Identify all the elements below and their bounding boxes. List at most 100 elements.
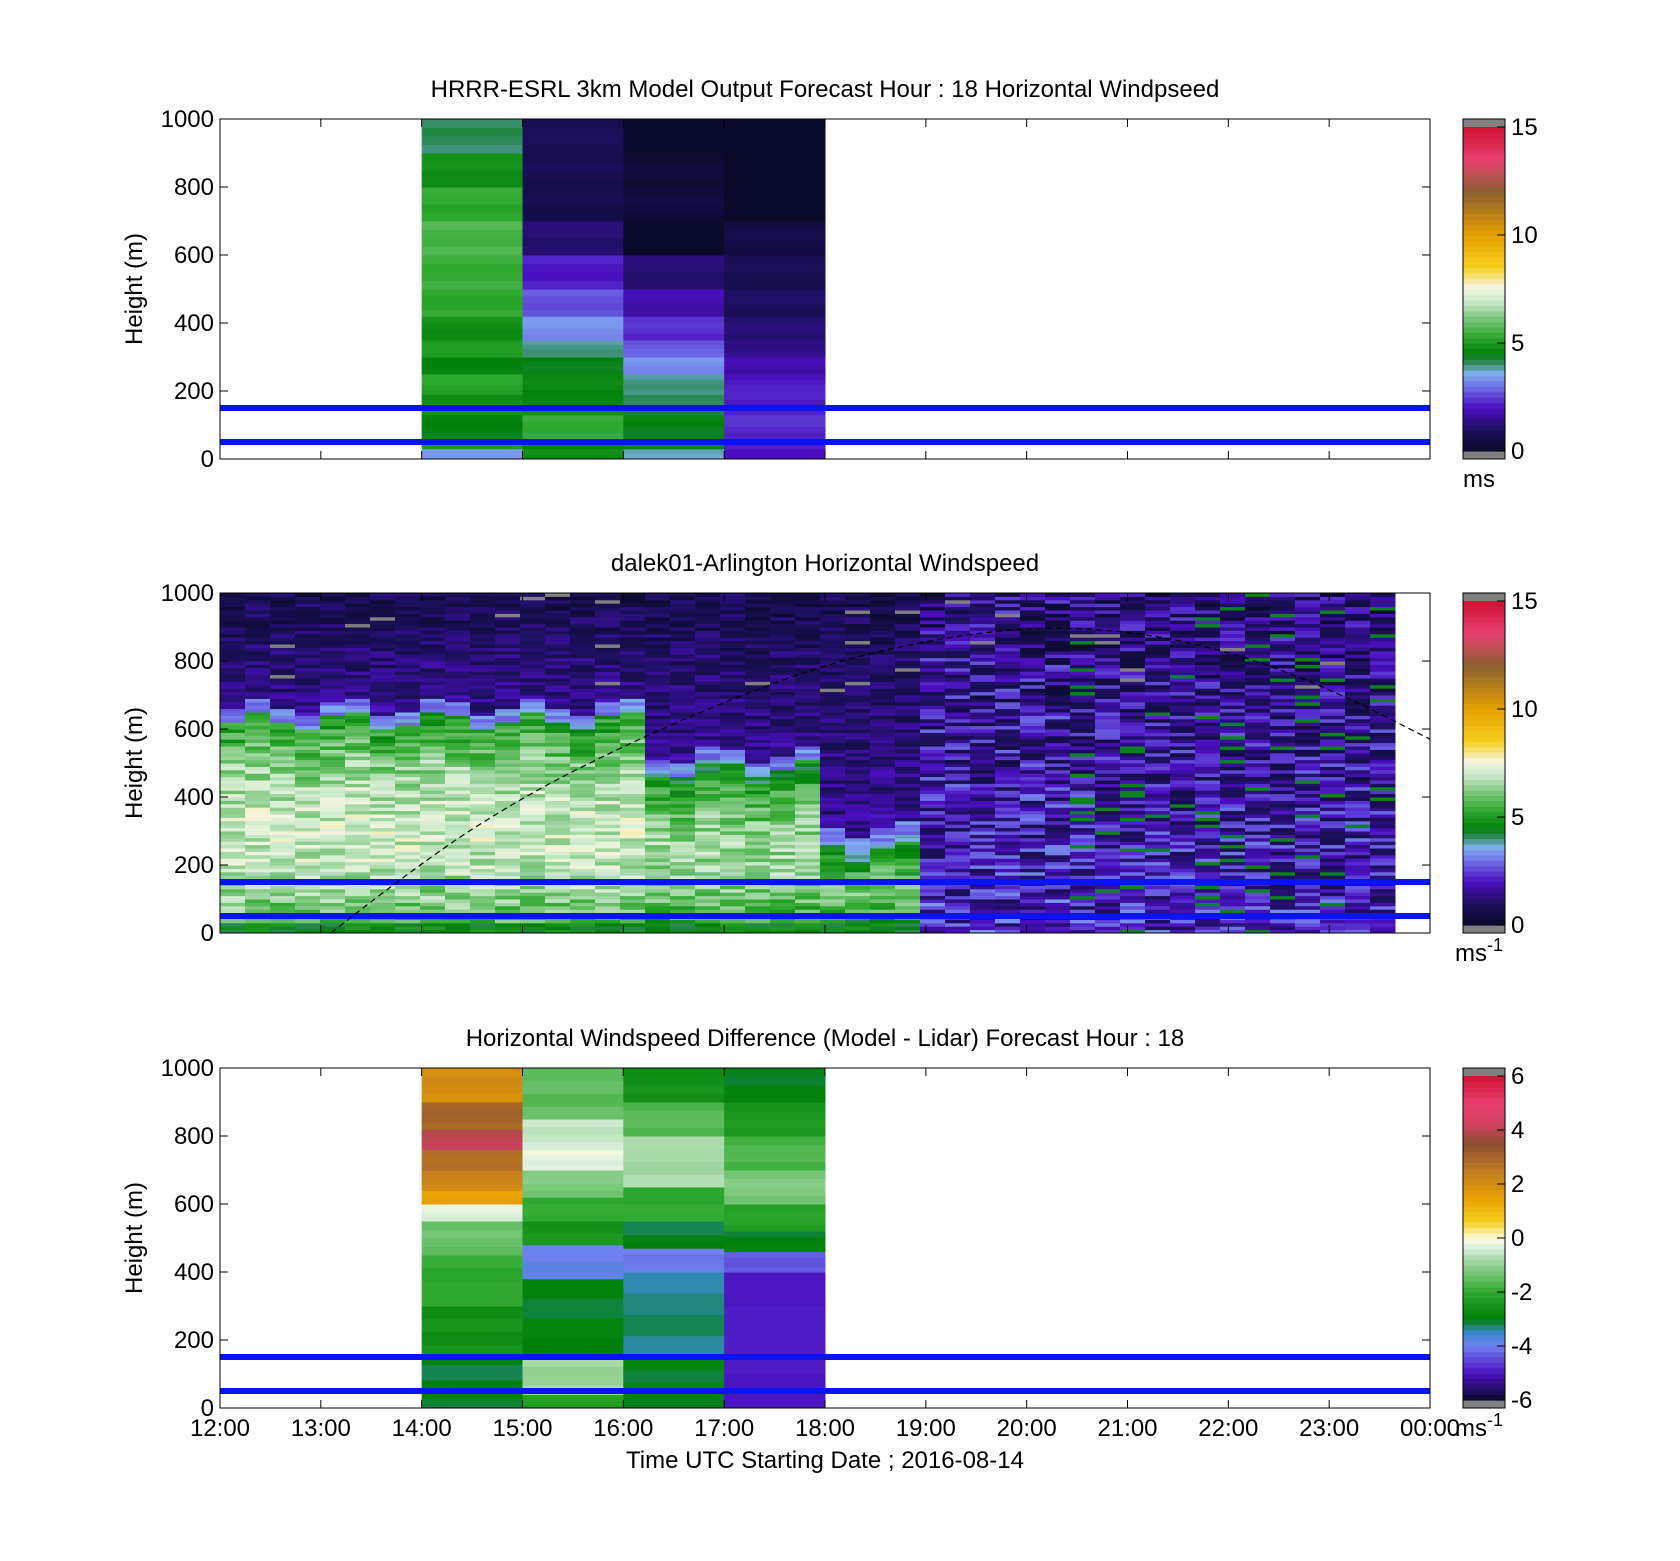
heat-cell: [745, 603, 771, 608]
heat-cell: [1320, 688, 1346, 693]
heat-cell: [520, 661, 546, 665]
heat-cell: [1020, 627, 1046, 631]
heat-cell: [320, 593, 346, 597]
heat-cell: [470, 749, 496, 754]
heat-cell: [1320, 922, 1346, 927]
heat-cell: [1020, 824, 1046, 829]
heat-cell: [220, 807, 246, 812]
heat-cell: [1220, 837, 1246, 842]
heat-cell: [595, 831, 621, 835]
heat-cell: [1345, 729, 1371, 733]
heat-cell: [845, 902, 871, 907]
heat-cell: [995, 725, 1021, 730]
heat-cell: [345, 752, 371, 757]
heat-cell: [370, 596, 396, 601]
heat-cell: [920, 909, 946, 914]
heat-cell: [745, 929, 771, 933]
heat-cell: [1270, 674, 1296, 679]
heat-cell: [245, 756, 271, 761]
heat-cell: [670, 854, 696, 859]
heat-cell: [1120, 725, 1146, 730]
heat-cell: [1320, 776, 1346, 781]
heat-cell: [1095, 800, 1121, 805]
heat-cell: [421, 136, 523, 145]
heat-cell: [245, 834, 271, 839]
heat-cell: [845, 695, 871, 699]
colorbar-cap: [1463, 119, 1505, 127]
heat-cell: [1120, 661, 1146, 665]
heat-cell: [520, 644, 546, 648]
heat-cell: [720, 603, 746, 608]
heat-cell: [995, 865, 1021, 869]
heat-cell: [370, 691, 396, 696]
heat-cell: [970, 861, 996, 866]
heat-cell: [695, 759, 721, 764]
heat-cell: [645, 742, 671, 747]
heat-cell: [1070, 746, 1096, 750]
heat-cell: [1145, 627, 1171, 631]
heat-cell: [1195, 729, 1221, 733]
heat-cell: [995, 742, 1021, 747]
heat-cell: [1145, 596, 1171, 601]
heat-cell: [745, 865, 771, 869]
heat-cell: [795, 851, 821, 856]
heat-cell: [495, 909, 521, 914]
heat-cell: [270, 623, 296, 628]
heat-cell: [820, 698, 846, 703]
heat-cell: [220, 627, 246, 631]
heat-cell: [695, 749, 721, 754]
heat-cell: [1195, 671, 1221, 676]
heat-cell: [445, 783, 471, 788]
heat-cell: [445, 780, 471, 784]
heat-cell: [545, 691, 571, 696]
heat-cell: [520, 606, 546, 611]
heat-cell: [1270, 769, 1296, 774]
heat-cell: [1245, 610, 1271, 614]
heat-cell: [895, 831, 921, 835]
heat-cell: [395, 899, 421, 903]
heat-cell: [295, 613, 321, 618]
heat-cell: [1045, 827, 1071, 832]
colorbar-swatch: [1463, 251, 1505, 258]
heat-cell: [670, 875, 696, 880]
heat-cell: [1220, 708, 1246, 713]
heat-cell: [1195, 664, 1221, 669]
heat-cell: [745, 783, 771, 788]
heat-cell: [495, 780, 521, 784]
heat-cell: [920, 780, 946, 784]
heat-cell: [1370, 854, 1396, 859]
heat-cell: [1320, 888, 1346, 893]
heat-cell: [1270, 606, 1296, 611]
heat-cell: [620, 657, 646, 662]
heat-cell: [370, 844, 396, 849]
heat-cell: [995, 793, 1021, 798]
heat-cell: [620, 827, 646, 832]
heat-cell: [1070, 759, 1096, 764]
heat-cell: [245, 620, 271, 625]
heat-cell: [570, 695, 596, 699]
heat-cell: [370, 824, 396, 829]
heat-cell: [1270, 732, 1296, 737]
heat-cell: [720, 865, 746, 869]
heat-cell: [795, 800, 821, 805]
heat-cell: [724, 289, 826, 297]
heat-cell: [595, 848, 621, 852]
heat-cell: [495, 691, 521, 696]
heat-cell: [745, 688, 771, 693]
heat-cell: [1195, 633, 1221, 638]
heat-cell: [270, 899, 296, 903]
heat-cell: [720, 885, 746, 890]
heat-cell: [1345, 749, 1371, 754]
heat-cell: [1045, 817, 1071, 822]
heat-cell: [995, 715, 1021, 720]
heat-cell: [895, 722, 921, 727]
heat-cell: [724, 369, 826, 375]
heat-cell: [395, 701, 421, 706]
heat-cell: [495, 712, 521, 716]
heat-cell: [1270, 671, 1296, 676]
heat-cell: [395, 616, 421, 621]
heat-cell: [820, 800, 846, 805]
heat-cell: [545, 769, 571, 774]
heat-cell: [670, 909, 696, 914]
heat-cell: [270, 875, 296, 880]
